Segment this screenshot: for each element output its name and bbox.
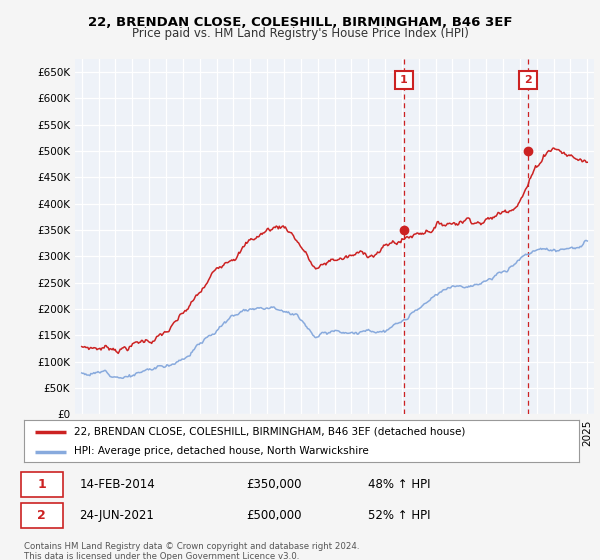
Text: 14-FEB-2014: 14-FEB-2014 [79, 478, 155, 492]
Text: £500,000: £500,000 [246, 508, 302, 522]
Text: HPI: Average price, detached house, North Warwickshire: HPI: Average price, detached house, Nort… [74, 446, 368, 456]
Text: 22, BRENDAN CLOSE, COLESHILL, BIRMINGHAM, B46 3EF: 22, BRENDAN CLOSE, COLESHILL, BIRMINGHAM… [88, 16, 512, 29]
Text: Contains HM Land Registry data © Crown copyright and database right 2024.
This d: Contains HM Land Registry data © Crown c… [24, 542, 359, 560]
Text: 52% ↑ HPI: 52% ↑ HPI [368, 508, 431, 522]
Text: 22, BRENDAN CLOSE, COLESHILL, BIRMINGHAM, B46 3EF (detached house): 22, BRENDAN CLOSE, COLESHILL, BIRMINGHAM… [74, 427, 466, 437]
FancyBboxPatch shape [21, 473, 63, 497]
Text: 2: 2 [37, 508, 46, 522]
Text: Price paid vs. HM Land Registry's House Price Index (HPI): Price paid vs. HM Land Registry's House … [131, 27, 469, 40]
Text: 24-JUN-2021: 24-JUN-2021 [79, 508, 154, 522]
Text: 2: 2 [524, 75, 532, 85]
FancyBboxPatch shape [21, 503, 63, 528]
Text: 1: 1 [37, 478, 46, 492]
Text: £350,000: £350,000 [246, 478, 302, 492]
Text: 48% ↑ HPI: 48% ↑ HPI [368, 478, 431, 492]
Text: 1: 1 [400, 75, 408, 85]
